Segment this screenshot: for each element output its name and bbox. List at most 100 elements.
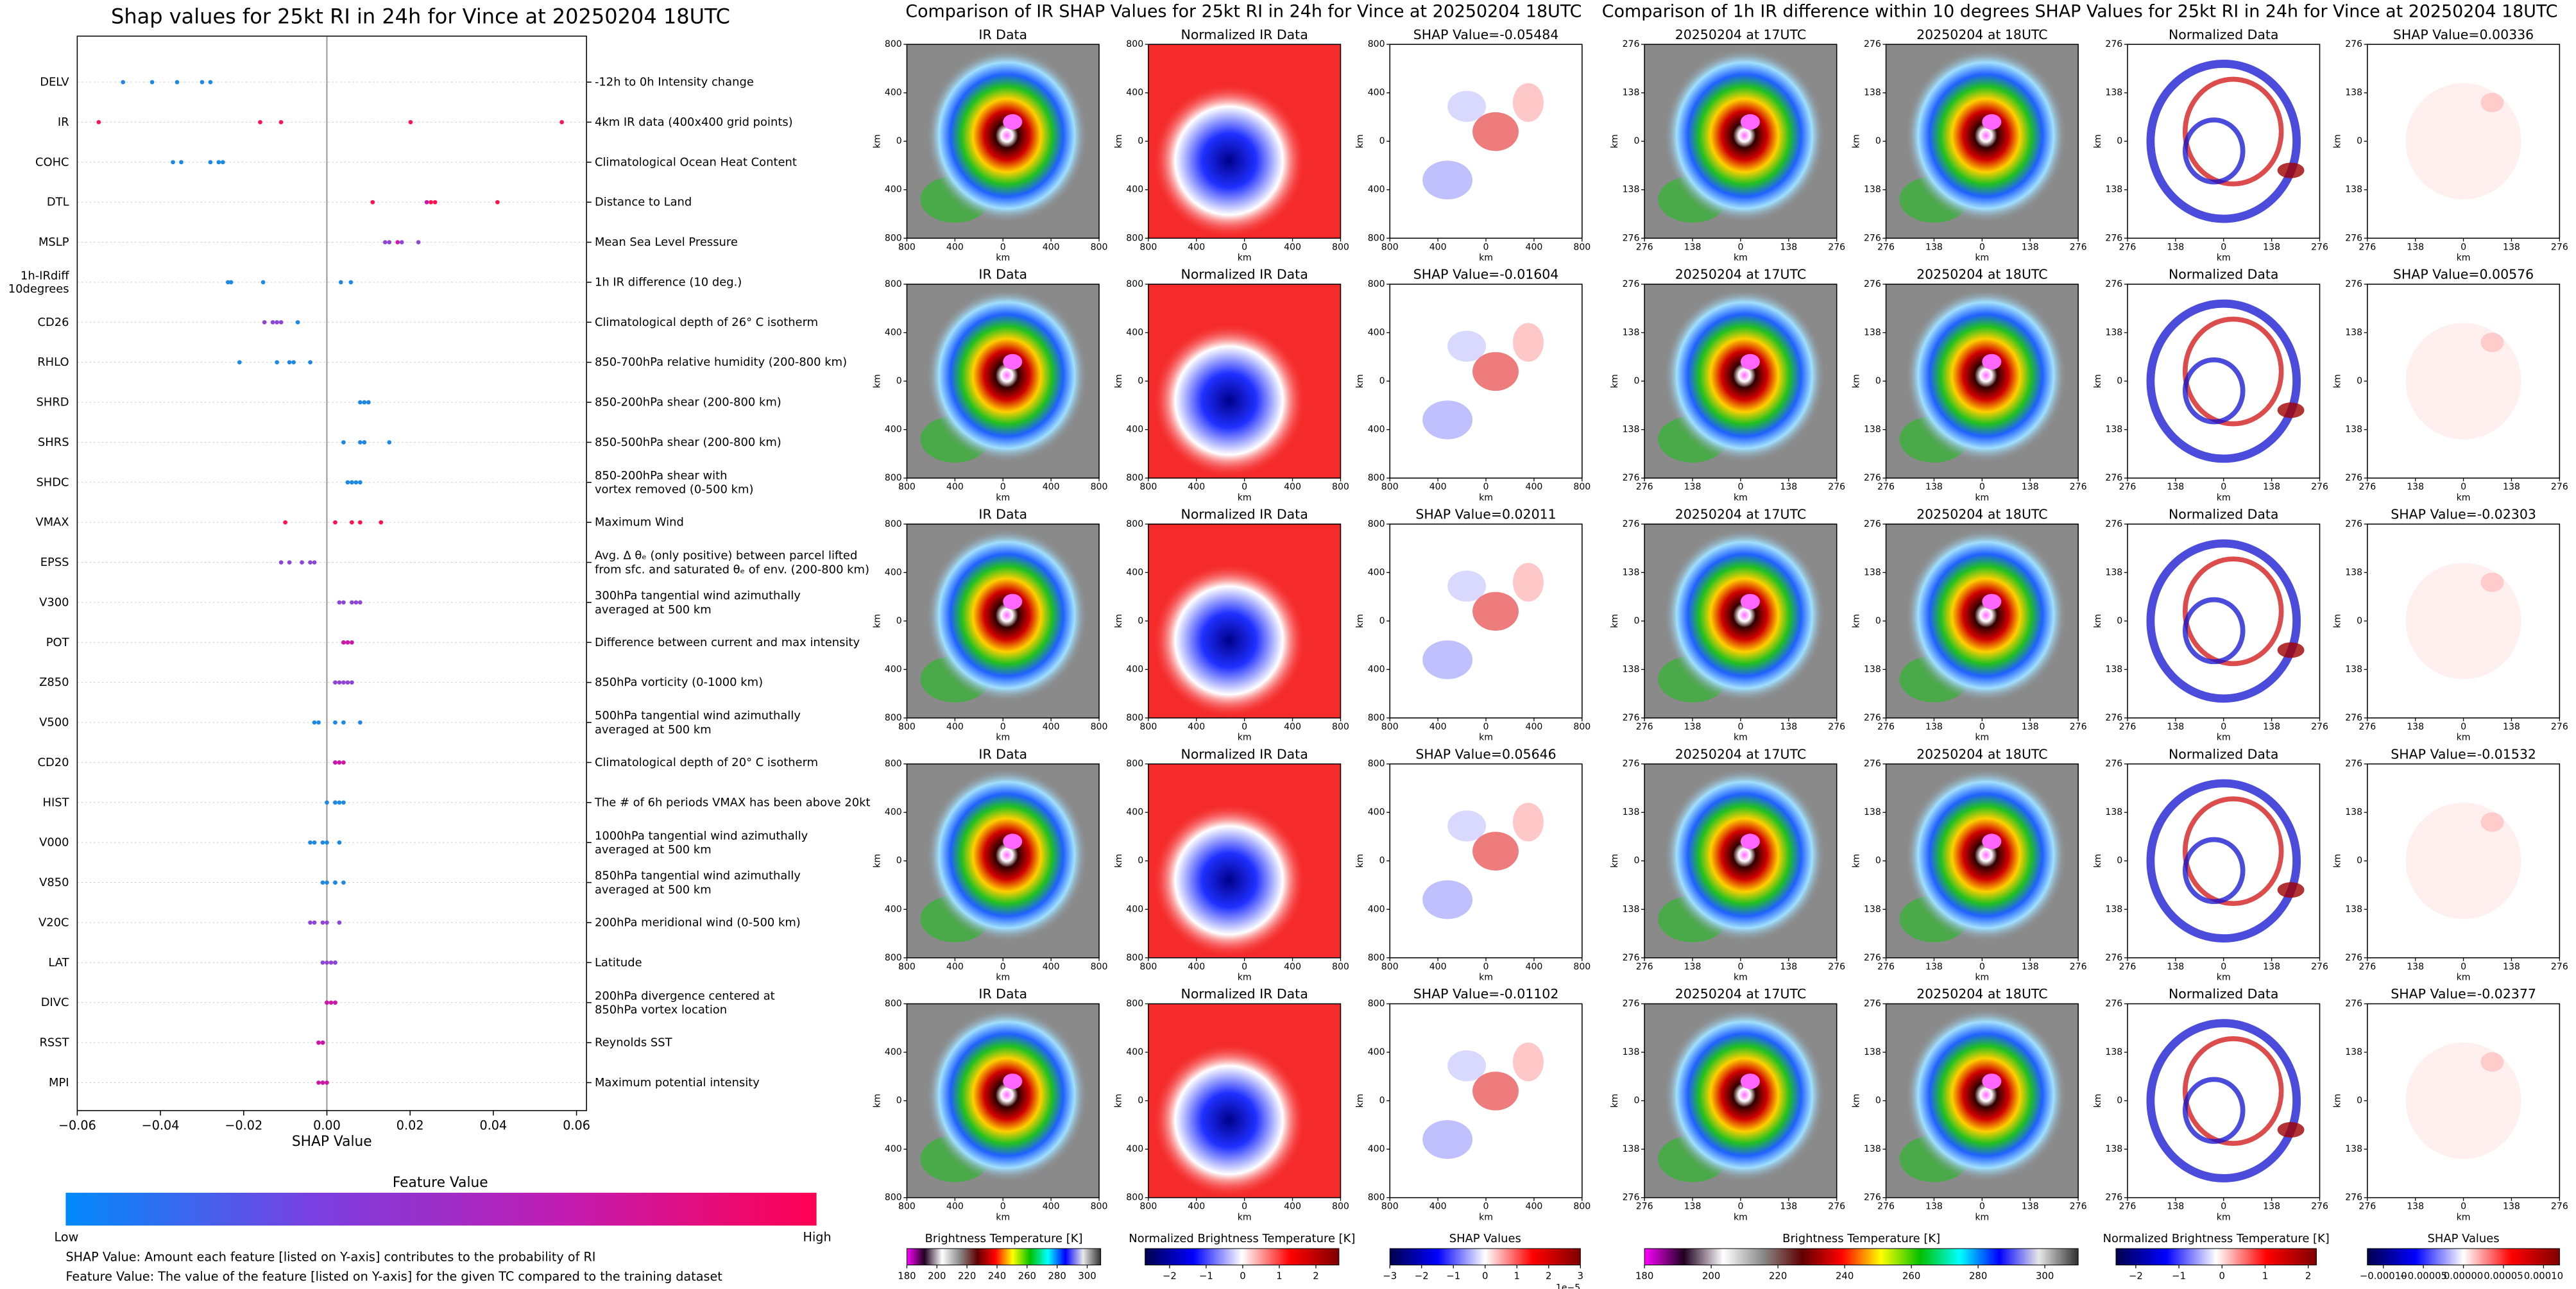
y-tick-label: 138 [2105,567,2122,577]
x-tick-label: 0 [2461,1202,2466,1212]
y-tick-label: 0 [1875,1096,1881,1106]
x-tick-label: 138 [1925,242,1943,252]
shap-point [345,680,350,685]
x-tick-label: 138 [2407,242,2424,252]
shap-point [258,120,262,124]
category-label: RSST [39,1036,69,1050]
panel-title: SHAP Value=0.05646 [1415,746,1556,762]
x-tick-label: 400 [1526,962,1543,972]
y-tick-label: 0 [1138,376,1143,386]
shap-point [337,760,342,765]
shap-point [300,560,304,565]
image-feature [2182,1036,2284,1146]
y-tick-label: 0 [2357,1096,2362,1106]
colorbar-tick-label: 220 [1769,1270,1787,1281]
y-axis-label: km [1851,134,1861,148]
x-tick-label: 276 [1636,962,1653,972]
x-tick-label: 276 [2311,242,2328,252]
x-tick-label: 800 [1139,722,1157,732]
category-label: COHC [35,155,69,169]
x-tick-label: 800 [898,722,916,732]
x-tick-label: 276 [1636,482,1653,492]
image-feature [926,527,1088,703]
shap-point [370,200,375,205]
x-axis-label: km [1734,493,1748,503]
x-tick-label: 800 [898,962,916,972]
shap-image [2367,524,2560,718]
x-tick-label: 0 [1979,242,1985,252]
x-tick-label: 276 [1877,1202,1895,1212]
feature-description: Latitude [595,956,642,969]
y-axis-label: km [1610,134,1620,148]
y-tick-label: 276 [2345,713,2362,723]
image-feature [926,288,1088,463]
y-tick-label: 276 [1864,713,1881,723]
x-tick-label: 0 [2221,962,2226,972]
panel-title: 20250204 at 17UTC [1675,986,1806,1002]
colorbar-tick-label: 2 [1313,1270,1318,1281]
y-tick-label: 0 [1633,1096,1639,1106]
image-feature [2480,92,2504,112]
image-feature [2182,556,2284,667]
y-tick-label: 138 [1623,567,1640,577]
x-axis-label: km [1734,973,1748,983]
shap-point [366,400,371,405]
x-axis-label: km [1734,1212,1748,1222]
y-axis-label: km [872,854,882,868]
y-tick-label: 800 [1126,759,1143,769]
colorbar-tick-label: 180 [1635,1270,1653,1281]
x-tick-label: 800 [898,1202,916,1212]
x-tick-label: 800 [898,482,916,492]
y-tick-label: 400 [885,88,902,98]
image-feature [2405,83,2521,200]
x-tick-label: 138 [2022,722,2039,732]
y-axis-label: km [1114,614,1124,628]
x-tick-label: 400 [1188,1202,1205,1212]
y-tick-label: 0 [2357,136,2362,146]
shap-point [333,800,337,805]
y-tick-label: 138 [2105,185,2122,195]
y-tick-label: 276 [2345,998,2362,1009]
panel-title: SHAP Value=0.00576 [2393,267,2534,282]
x-axis-label: km [2217,493,2231,503]
feature-description: 850hPa vorticity (0-1000 km) [595,676,763,689]
category-label: IR [58,115,69,129]
colorbar-tick-label: 300 [2036,1270,2054,1281]
shap-point [237,360,242,364]
x-axis-label: km [1479,253,1493,263]
x-tick-label: 276 [2119,482,2136,492]
y-tick-label: 800 [1126,279,1143,289]
y-tick-label: 400 [1368,328,1385,338]
shap-point [320,920,325,925]
x-tick-label: 400 [1526,1202,1543,1212]
feature-description: Reynolds SST [595,1036,672,1050]
y-tick-label: 276 [1864,519,1881,529]
y-tick-label: 400 [885,904,902,914]
y-tick-label: 138 [2345,88,2362,98]
image-feature [1512,323,1544,362]
x-tick-label: 0 [2461,722,2466,732]
y-tick-label: 0 [2357,616,2362,626]
y-tick-label: 400 [1368,185,1385,195]
shap-point [337,920,342,925]
x-tick-label: 400 [1188,722,1205,732]
panel-title: Normalized Data [2169,746,2278,762]
colorbar [1145,1248,1340,1266]
y-tick-label: 138 [2105,904,2122,914]
x-axis-label: km [1479,733,1493,743]
x-tick-label: 800 [1573,962,1591,972]
normalized-image [2127,764,2320,958]
y-tick-label: 138 [1864,425,1881,435]
y-tick-label: 800 [1126,998,1143,1009]
y-axis-label: km [2333,1094,2343,1108]
colorbar-tick-label: −1 [2172,1270,2186,1281]
x-tick-label: 0 [2221,242,2226,252]
x-tick-label: 800 [1332,962,1349,972]
x-tick-label: 276 [2119,722,2136,732]
x-tick-label: 0 [1979,1202,1985,1212]
y-tick-label: 276 [2105,953,2122,963]
shap-point [337,840,342,845]
shap-point [260,280,266,285]
y-axis-label: km [2333,134,2343,148]
shap-point [200,80,205,85]
